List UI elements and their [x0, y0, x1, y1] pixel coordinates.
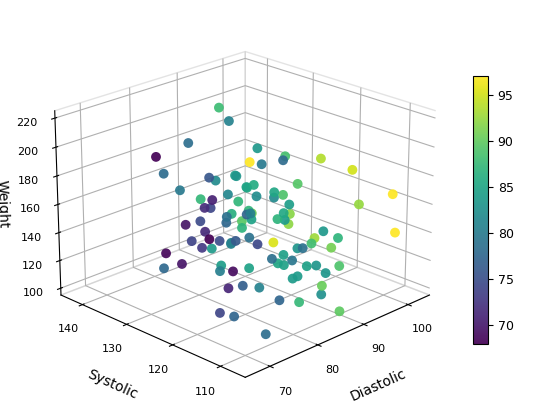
Y-axis label: Systolic: Systolic	[85, 368, 139, 402]
X-axis label: Diastolic: Diastolic	[348, 366, 408, 404]
